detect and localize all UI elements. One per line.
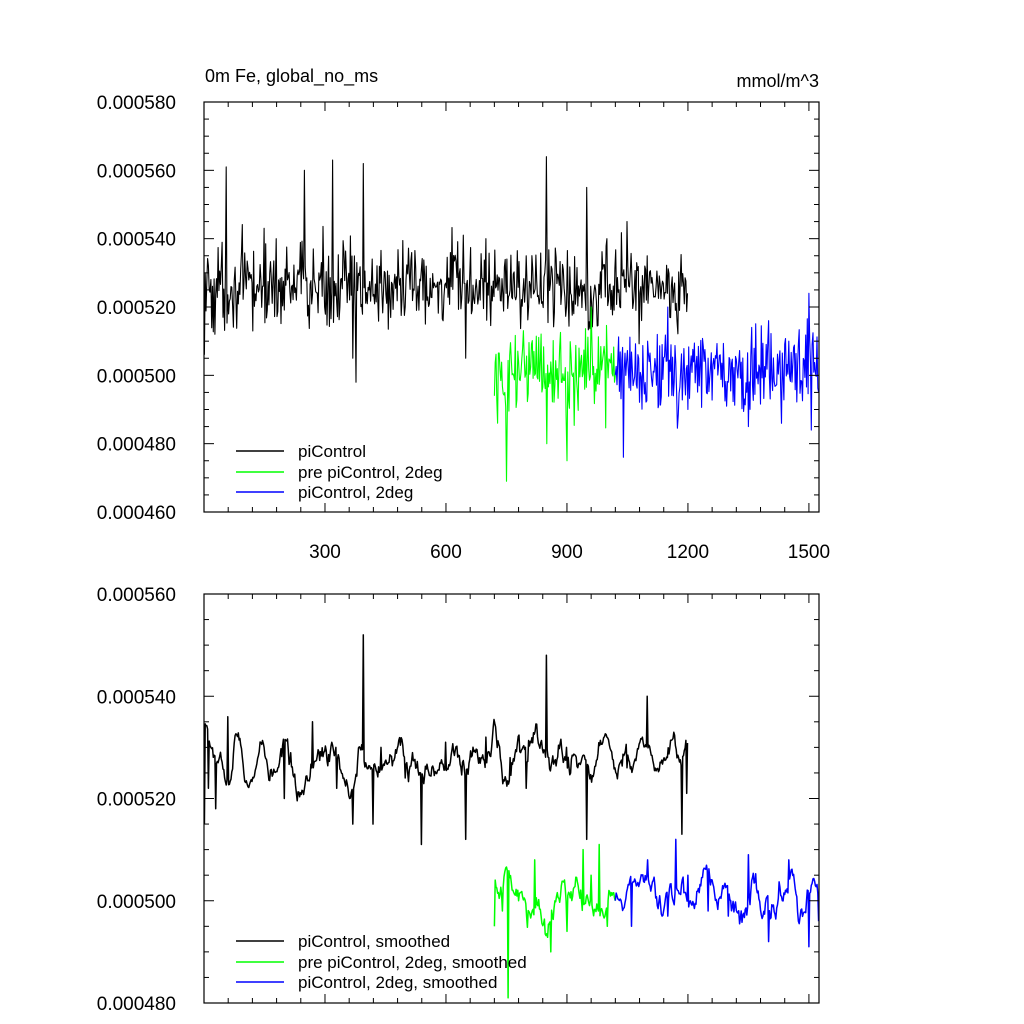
y-tick-label: 0.000580 <box>97 93 176 114</box>
y-tick-label: 0.000480 <box>97 994 176 1015</box>
legend-label-picontrol-smoothed: piControl, smoothed <box>298 932 450 951</box>
y-tick-label: 0.000500 <box>97 366 176 387</box>
y-tick-label: 0.000480 <box>97 435 176 456</box>
y-tick-label: 0.000460 <box>97 503 176 524</box>
x-tick-label: 1200 <box>667 542 709 563</box>
units-label: mmol/m^3 <box>737 71 819 91</box>
bottom-panel: 0.000480 0.000500 0.000520 0.000540 0.000560… <box>97 585 820 1015</box>
series-line-pre-picontrol-2deg <box>493 306 616 482</box>
y-tick-label: 0.000520 <box>97 298 176 319</box>
series-line-picontrol-smoothed <box>203 634 689 846</box>
legend-label-picontrol-2deg-smoothed: piControl, 2deg, smoothed <box>298 973 497 992</box>
series-line-picontrol-2deg <box>614 292 820 458</box>
legend-label-picontrol-2deg: piControl, 2deg <box>298 483 413 502</box>
legend-label-pre-picontrol-2deg-smoothed: pre piControl, 2deg, smoothed <box>298 953 527 972</box>
chart-title: 0m Fe, global_no_ms <box>205 66 378 87</box>
y-tick-label: 0.000500 <box>97 892 176 913</box>
top-plot-frame <box>203 101 820 513</box>
x-tick-label: 1500 <box>788 542 830 563</box>
series-line-picontrol-2deg-smoothed <box>614 838 820 948</box>
bottom-legend: piControl, smoothed pre piControl, 2deg,… <box>236 932 527 992</box>
top-legend: piControl pre piControl, 2deg piControl,… <box>236 442 443 502</box>
y-tick-label: 0.000560 <box>97 161 176 182</box>
x-tick-label: 600 <box>430 542 462 563</box>
x-tick-label: 900 <box>551 542 583 563</box>
legend-label-pre-picontrol-2deg: pre piControl, 2deg <box>298 463 443 482</box>
y-tick-label: 0.000540 <box>97 230 176 251</box>
y-tick-label: 0.000540 <box>97 687 176 708</box>
top-panel: 300 600 900 1200 1500 0.000460 0.000480 0.00050… <box>97 66 830 563</box>
y-tick-label: 0.000520 <box>97 790 176 811</box>
series-line-picontrol <box>203 156 689 383</box>
y-tick-label: 0.000560 <box>97 585 176 606</box>
series-line-pre-picontrol-2deg-smoothed <box>493 843 617 999</box>
x-tick-label: 300 <box>309 542 341 563</box>
legend-label-picontrol: piControl <box>298 442 366 461</box>
